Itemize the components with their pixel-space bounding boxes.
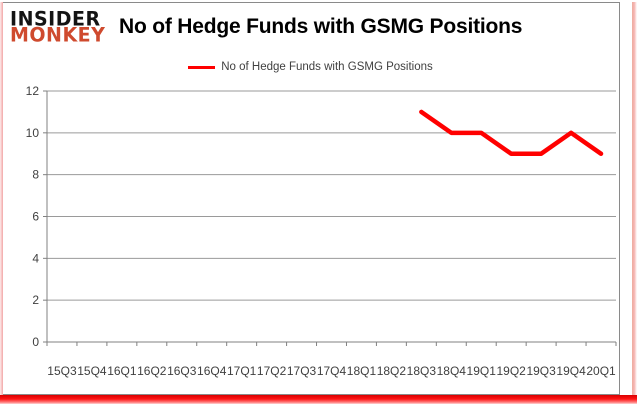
chart-frame: INSIDER MONKEY No of Hedge Funds with GS… bbox=[1, 2, 620, 395]
y-tick-label: 12 bbox=[26, 84, 40, 98]
x-axis-label: 15Q3 bbox=[47, 364, 77, 378]
x-axis-label: 17Q1 bbox=[227, 364, 257, 378]
x-axis-label: 19Q3 bbox=[526, 364, 556, 378]
x-axis-label: 18Q2 bbox=[377, 364, 407, 378]
x-axis-label: 17Q3 bbox=[287, 364, 317, 378]
x-axis-label: 19Q4 bbox=[556, 364, 586, 378]
x-axis-label: 16Q4 bbox=[197, 364, 227, 378]
x-axis-label: 20Q1 bbox=[586, 364, 616, 378]
y-tick-label: 4 bbox=[32, 251, 39, 265]
legend-line-marker bbox=[188, 65, 216, 69]
x-axis-label: 18Q4 bbox=[437, 364, 467, 378]
x-axis-label: 19Q2 bbox=[497, 364, 527, 378]
logo-monkey-text: MONKEY bbox=[10, 23, 106, 47]
x-axis-label: 19Q1 bbox=[467, 364, 497, 378]
chart-title: No of Hedge Funds with GSMG Positions bbox=[119, 15, 523, 38]
y-tick-label: 0 bbox=[32, 335, 39, 349]
y-tick-label: 10 bbox=[26, 126, 40, 140]
legend-label: No of Hedge Funds with GSMG Positions bbox=[221, 61, 433, 73]
logo-insider-text: INSIDER bbox=[10, 7, 101, 31]
x-axis-label: 18Q3 bbox=[407, 364, 437, 378]
y-tick-label: 2 bbox=[32, 293, 39, 307]
red-glow-border-right bbox=[632, 2, 637, 398]
x-axis-label: 16Q1 bbox=[107, 364, 137, 378]
y-tick-label: 8 bbox=[32, 168, 39, 182]
insider-monkey-logo: INSIDER MONKEY bbox=[10, 7, 106, 47]
x-axis-label: 18Q1 bbox=[347, 364, 377, 378]
red-glow-border-left bbox=[0, 2, 3, 398]
x-axis-label: 15Q4 bbox=[77, 364, 107, 378]
x-axis-label: 17Q2 bbox=[257, 364, 287, 378]
red-glow-border-bottom bbox=[0, 395, 637, 404]
x-axis-label: 16Q3 bbox=[167, 364, 197, 378]
x-axis-label: 17Q4 bbox=[317, 364, 347, 378]
series-line bbox=[419, 109, 604, 156]
y-tick-label: 6 bbox=[32, 210, 39, 224]
legend: No of Hedge Funds with GSMG Positions bbox=[2, 59, 619, 75]
x-axis-label: 16Q2 bbox=[137, 364, 167, 378]
